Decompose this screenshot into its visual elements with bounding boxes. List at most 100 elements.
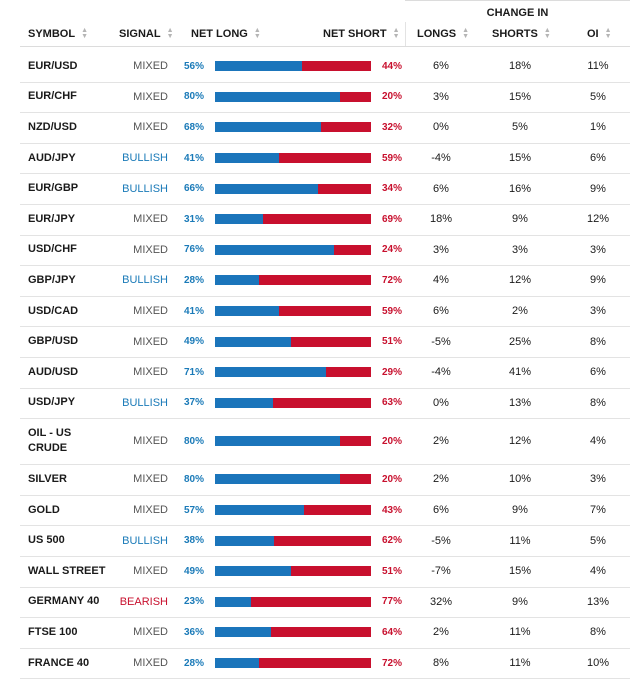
symbol-cell[interactable]: FTSE 100	[28, 625, 78, 638]
symbol-cell[interactable]: USD/CAD	[28, 304, 79, 317]
sentiment-bar	[215, 535, 371, 546]
symbol-cell[interactable]: GBP/USD	[28, 335, 79, 348]
net-long-bar	[215, 153, 279, 164]
table-row: OIL - US CRUDE MIXED 80% 20% 2% 12% 4%	[20, 418, 630, 466]
symbol-cell[interactable]: EUR/USD	[28, 59, 78, 72]
net-long-column-header[interactable]: NET LONG ▲ ▼	[191, 22, 261, 46]
signal-cell: BULLISH	[122, 274, 168, 287]
net-short-percent: 63%	[381, 397, 402, 409]
oi-column-header[interactable]: OI ▲ ▼	[587, 22, 612, 46]
oi-change-cell: 9%	[590, 182, 606, 195]
symbol-cell[interactable]: AUD/JPY	[28, 151, 76, 164]
net-short-percent: 20%	[381, 473, 402, 485]
net-long-header-label: NET LONG	[191, 28, 248, 40]
table-row: USD/JPY BULLISH 37% 63% 0% 13% 8%	[20, 388, 630, 420]
signal-cell: MIXED	[133, 657, 168, 670]
net-long-percent: 31%	[183, 213, 204, 225]
net-long-bar	[215, 244, 334, 255]
sentiment-bar	[215, 275, 371, 286]
net-short-percent: 72%	[381, 274, 402, 286]
table-row: GBP/USD MIXED 49% 51% -5% 25% 8%	[20, 326, 630, 358]
symbol-cell[interactable]: GERMANY 40	[28, 595, 100, 608]
sentiment-bar	[215, 658, 371, 669]
sentiment-bar	[215, 306, 371, 317]
table-row: WALL STREET MIXED 49% 51% -7% 15% 4%	[20, 556, 630, 588]
shorts-header-label: SHORTS	[492, 28, 538, 40]
net-short-percent: 43%	[381, 504, 402, 516]
symbol-cell[interactable]: USD/CHF	[28, 243, 77, 256]
net-long-bar	[215, 367, 326, 378]
net-long-percent: 41%	[183, 152, 204, 164]
symbol-cell[interactable]: FRANCE 40	[28, 656, 90, 669]
symbol-cell[interactable]: WALL STREET	[28, 564, 106, 577]
net-long-percent: 80%	[183, 473, 204, 485]
symbol-cell[interactable]: EUR/GBP	[28, 182, 79, 195]
longs-header-label: LONGS	[417, 28, 457, 40]
net-short-bar	[302, 61, 371, 72]
net-long-bar	[215, 627, 272, 638]
symbol-cell[interactable]: EUR/CHF	[28, 90, 77, 103]
longs-change-cell: 2%	[433, 435, 449, 448]
symbol-cell[interactable]: GOLD	[28, 503, 60, 516]
sort-arrows-icon: ▲ ▼	[253, 27, 261, 41]
oi-change-cell: 3%	[590, 305, 606, 318]
longs-column-header[interactable]: LONGS ▲ ▼	[417, 22, 469, 46]
shorts-change-cell: 15%	[508, 90, 532, 103]
table-row: US 500 BULLISH 38% 62% -5% 11% 5%	[20, 525, 630, 557]
net-long-bar	[215, 61, 303, 72]
net-short-bar	[274, 535, 371, 546]
net-short-bar	[291, 336, 371, 347]
symbol-column-header[interactable]: SYMBOL ▲ ▼	[28, 22, 88, 46]
signal-cell: BEARISH	[119, 595, 168, 608]
net-short-column-header[interactable]: NET SHORT ▲ ▼	[323, 22, 400, 46]
net-short-percent: 72%	[381, 657, 402, 669]
shorts-change-cell: 9%	[512, 504, 528, 517]
change-in-group-header: CHANGE IN	[405, 0, 630, 23]
net-short-percent: 34%	[381, 183, 402, 195]
net-long-percent: 28%	[183, 274, 204, 286]
symbol-cell[interactable]: SILVER	[28, 472, 67, 485]
sentiment-bar	[215, 596, 371, 607]
sentiment-bar	[215, 436, 371, 447]
symbol-cell[interactable]: EUR/JPY	[28, 212, 76, 225]
net-short-percent: 77%	[381, 596, 402, 608]
shorts-column-header[interactable]: SHORTS ▲ ▼	[492, 22, 551, 46]
symbol-cell[interactable]: US 500	[28, 534, 65, 547]
net-short-bar	[258, 275, 371, 286]
net-short-bar	[278, 153, 371, 164]
oi-change-cell: 12%	[586, 213, 610, 226]
symbol-cell[interactable]: AUD/USD	[28, 365, 79, 378]
symbol-cell[interactable]: USD/JPY	[28, 396, 76, 409]
net-short-bar	[271, 627, 371, 638]
signal-column-header[interactable]: SIGNAL ▲ ▼	[119, 22, 174, 46]
symbol-cell[interactable]: NZD/USD	[28, 120, 77, 133]
table-row: USD/CAD MIXED 41% 59% 6% 2% 3%	[20, 296, 630, 328]
longs-change-cell: -7%	[431, 565, 451, 578]
sentiment-bar	[215, 474, 371, 485]
net-long-bar	[215, 91, 340, 102]
shorts-change-cell: 11%	[509, 626, 531, 639]
net-long-bar	[215, 306, 279, 317]
sort-arrows-icon: ▲ ▼	[166, 27, 174, 41]
net-short-bar	[339, 91, 371, 102]
table-row: SILVER MIXED 80% 20% 2% 10% 3%	[20, 464, 630, 496]
sort-arrows-icon: ▲ ▼	[392, 27, 400, 41]
net-short-bar	[339, 474, 371, 485]
signal-cell: MIXED	[133, 473, 168, 486]
sentiment-bar	[215, 627, 371, 638]
net-short-percent: 69%	[381, 213, 402, 225]
longs-change-cell: -5%	[431, 534, 451, 547]
net-long-bar	[215, 397, 273, 408]
table-row: GERMANY 40 BEARISH 23% 77% 32% 9% 13%	[20, 587, 630, 619]
symbol-cell[interactable]: OIL - US CRUDE	[28, 427, 72, 455]
symbol-cell[interactable]: GBP/JPY	[28, 273, 76, 286]
net-long-percent: 71%	[183, 366, 204, 378]
longs-change-cell: 4%	[433, 274, 449, 287]
net-short-bar	[333, 244, 371, 255]
net-short-percent: 59%	[381, 305, 402, 317]
shorts-change-cell: 11%	[509, 534, 531, 547]
longs-change-cell: -5%	[431, 335, 451, 348]
table-row: EUR/JPY MIXED 31% 69% 18% 9% 12%	[20, 204, 630, 236]
table-row: EUR/CHF MIXED 80% 20% 3% 15% 5%	[20, 82, 630, 114]
net-long-percent: 36%	[183, 626, 204, 638]
